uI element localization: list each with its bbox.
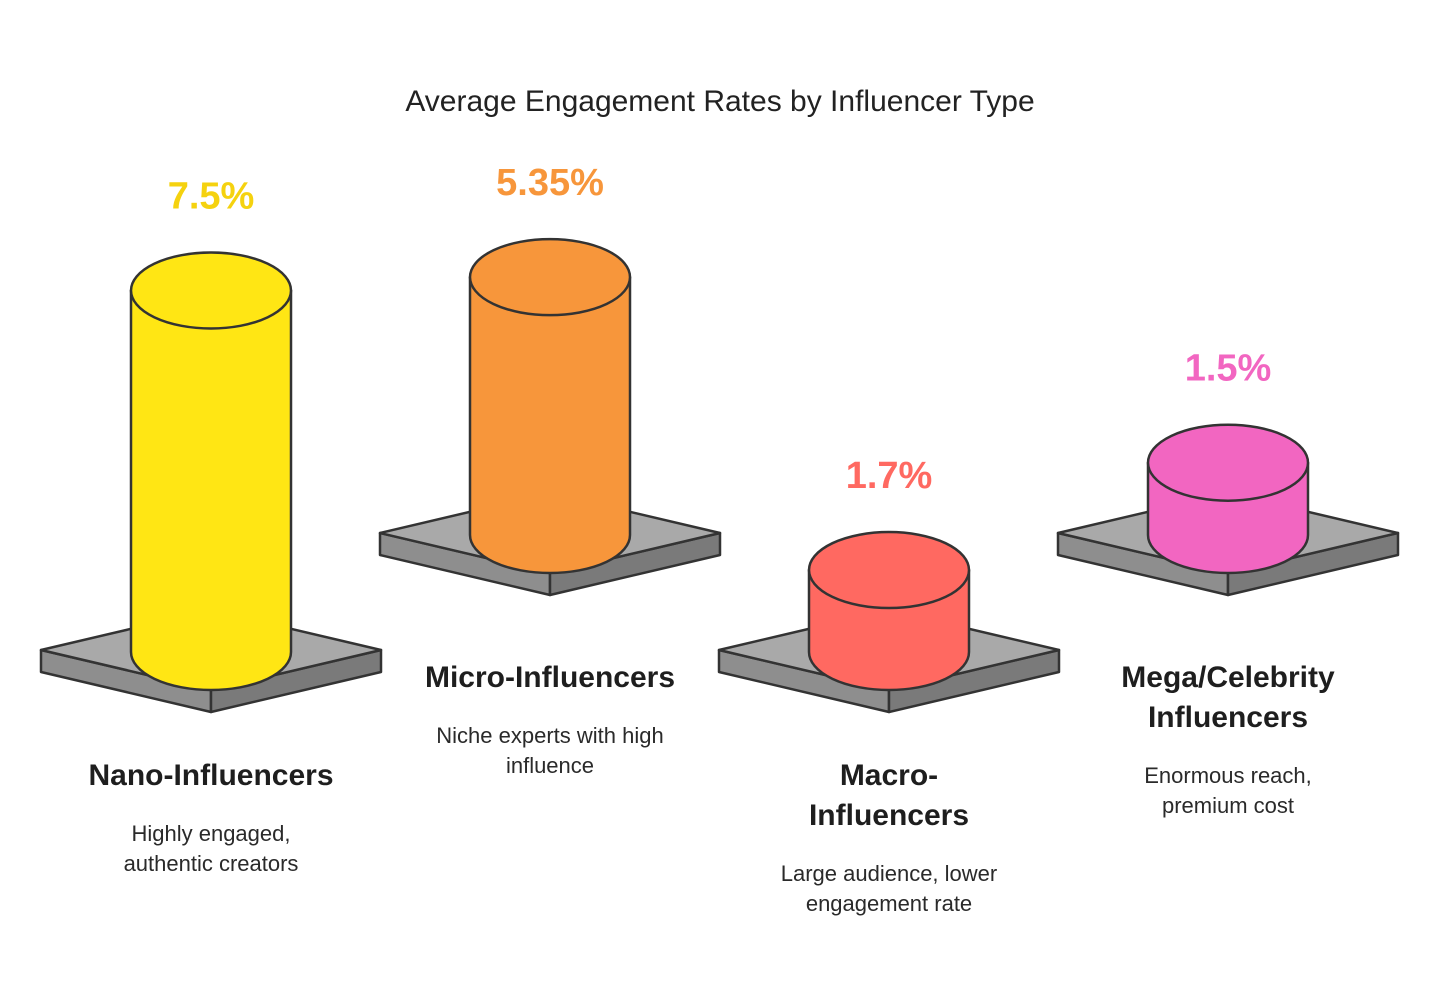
category-name: Macro- bbox=[840, 759, 938, 792]
bar-group: 7.5% Nano-Influencers Highly engaged, authe… bbox=[39, 176, 383, 876]
category-description: authentic creators bbox=[124, 851, 299, 876]
chart-title: Average Engagement Rates by Influencer T… bbox=[405, 85, 1034, 118]
category-name: Mega/Celebrity bbox=[1121, 661, 1335, 694]
bar-group: 1.5% Mega/Celebrity Influencers Enormous re… bbox=[1056, 348, 1400, 818]
bars-layer: 7.5% Nano-Influencers Highly engaged, authe… bbox=[39, 162, 1400, 916]
category-description: Enormous reach, bbox=[1144, 763, 1312, 788]
category-name: Nano-Influencers bbox=[88, 759, 333, 792]
category-description: Niche experts with high bbox=[436, 723, 663, 748]
cylinder-top bbox=[468, 237, 632, 317]
cylinder-top bbox=[807, 530, 971, 610]
bar-group: 1.7% Macro- Influencers Large audience, low… bbox=[717, 455, 1061, 916]
cylinder-top bbox=[1146, 423, 1310, 502]
category-name: Micro-Influencers bbox=[425, 661, 675, 694]
value-label: 7.5% bbox=[168, 176, 255, 218]
cylinder-top bbox=[129, 251, 293, 330]
value-label: 5.35% bbox=[496, 162, 604, 204]
value-label: 1.5% bbox=[1185, 348, 1272, 390]
cylinder-body bbox=[468, 275, 632, 575]
category-description: engagement rate bbox=[806, 891, 972, 916]
category-name: Influencers bbox=[809, 799, 969, 832]
value-label: 1.7% bbox=[846, 455, 933, 497]
category-name: Influencers bbox=[1148, 701, 1308, 734]
cylinder-body bbox=[129, 289, 293, 692]
category-description: Large audience, lower bbox=[781, 861, 997, 886]
category-description: influence bbox=[506, 753, 594, 778]
category-description: premium cost bbox=[1162, 793, 1294, 818]
category-description: Highly engaged, bbox=[131, 821, 290, 846]
bar-group: 5.35% Micro-Influencers Niche experts with… bbox=[378, 162, 722, 778]
